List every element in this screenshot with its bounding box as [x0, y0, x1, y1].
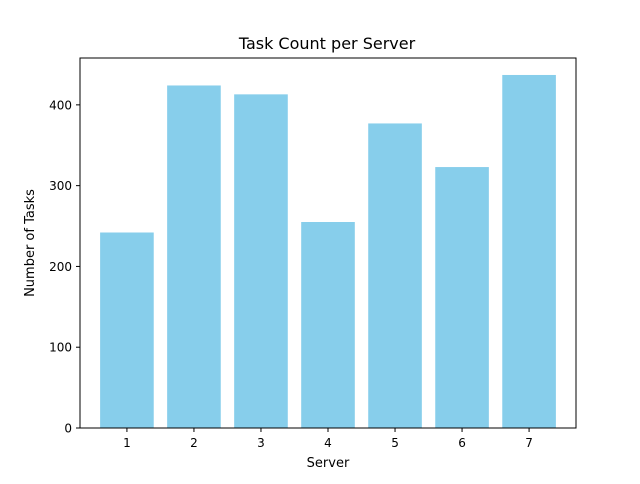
bar-server-2	[167, 85, 221, 428]
x-tick-label: 7	[525, 436, 533, 450]
y-tick-label: 100	[49, 341, 72, 355]
y-axis-label: Number of Tasks	[23, 189, 38, 297]
bar-server-1	[100, 232, 154, 428]
plot-frame	[79, 57, 577, 429]
x-tick-label: 3	[257, 436, 265, 450]
bar-server-5	[368, 123, 422, 428]
bars-group	[100, 74, 556, 428]
y-tick-label: 400	[49, 98, 72, 112]
x-axis-ticks: 1 2 3 4 5 6 7	[123, 428, 533, 450]
bar-server-7	[502, 74, 556, 428]
x-tick-label: 2	[190, 436, 198, 450]
bar-server-6	[435, 167, 489, 428]
y-tick-label: 0	[64, 422, 72, 436]
x-axis-label: Server	[307, 456, 350, 471]
chart-title: Task Count per Server	[238, 34, 416, 53]
x-tick-label: 1	[123, 436, 131, 450]
y-tick-label: 200	[49, 260, 72, 274]
bar-server-3	[234, 94, 288, 428]
y-tick-label: 300	[49, 179, 72, 193]
x-tick-label: 5	[391, 436, 399, 450]
y-axis-ticks: 0 100 200 300 400	[49, 98, 80, 436]
x-tick-label: 4	[324, 436, 332, 450]
x-tick-label: 6	[458, 436, 466, 450]
bar-server-4	[301, 222, 355, 428]
